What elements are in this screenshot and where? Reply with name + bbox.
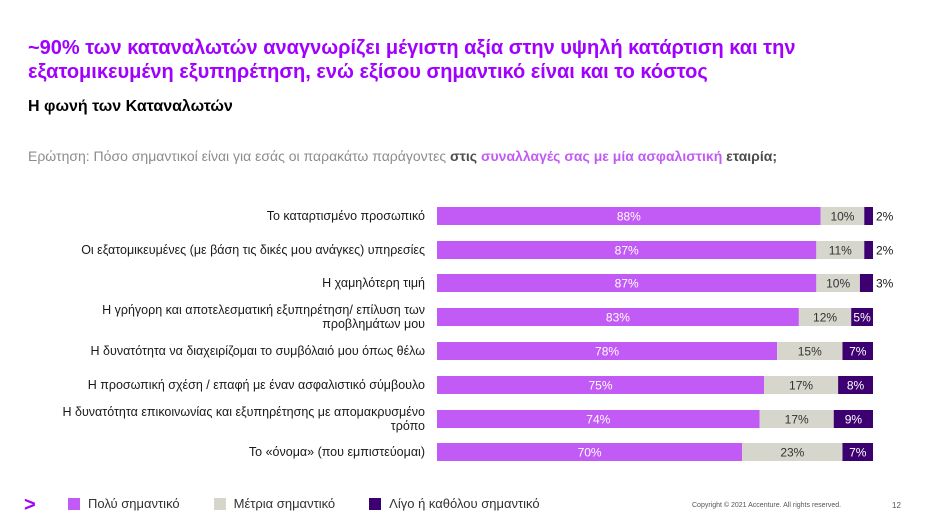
- bar-little: [851, 308, 873, 326]
- legend-swatch-moderate: [213, 497, 226, 510]
- data-label-very: 75%: [588, 379, 612, 393]
- bar-little: [842, 443, 873, 461]
- data-label-little: 7%: [849, 345, 867, 359]
- bar-very: [437, 376, 764, 394]
- stacked-bar-chart: Το καταρτισμένο προσωπικό 88% 10% 2% Οι εξατ…: [63, 207, 894, 461]
- question-prefix: Ερώτηση: Πόσο σημαντικοί είναι για εσάς …: [28, 148, 451, 164]
- legend-swatch-little: [369, 497, 382, 510]
- data-label-moderate: 10%: [830, 210, 854, 224]
- survey-question: Ερώτηση: Πόσο σημαντικοί είναι για εσάς …: [28, 148, 918, 164]
- data-label-very: 83%: [606, 311, 630, 325]
- bar-moderate: [798, 308, 852, 326]
- legend-item-moderate: Μέτρια σημαντικό: [213, 496, 336, 511]
- category-label: Το «όνομα» (που εμπιστεύομαι): [249, 445, 425, 459]
- accenture-logo-icon: >: [24, 494, 36, 516]
- question-bold-2: εταιρία;: [722, 148, 778, 164]
- data-label-moderate: 15%: [798, 345, 822, 359]
- category-label: Το καταρτισμένο προσωπικό: [267, 209, 425, 223]
- category-label: Η προσωπική σχέση / επαφή με έναν ασφαλι…: [88, 378, 425, 392]
- category-label: Η γρήγορη και αποτελεσματική εξυπηρέτηση…: [102, 303, 425, 331]
- data-label-little: 8%: [847, 379, 865, 393]
- bar-little: [833, 410, 873, 428]
- data-label-very: 88%: [617, 210, 641, 224]
- legend-item-very: Πολύ σημαντικό: [68, 496, 180, 511]
- bar-very: [437, 443, 743, 461]
- data-label-little: 2%: [876, 210, 894, 224]
- bar-little: [842, 342, 873, 360]
- slide-title-line1: ~90% των καταναλωτών αναγνωρίζει μέγιστη…: [28, 37, 796, 59]
- bar-little: [864, 207, 873, 225]
- legend-item-little: Λίγο ή καθόλου σημαντικό: [369, 496, 540, 511]
- bar-very: [437, 207, 821, 225]
- legend-label-moderate: Μέτρια σημαντικό: [233, 496, 336, 511]
- slide-title: ~90% των καταναλωτών αναγνωρίζει μέγιστη…: [28, 36, 908, 84]
- bar-moderate: [820, 207, 865, 225]
- legend-label-little: Λίγο ή καθόλου σημαντικό: [389, 496, 540, 511]
- data-label-very: 78%: [595, 345, 619, 359]
- data-label-very: 87%: [615, 277, 639, 291]
- data-label-moderate: 12%: [813, 311, 837, 325]
- data-label-moderate: 11%: [829, 244, 852, 258]
- data-label-little: 2%: [876, 244, 894, 258]
- bar-very: [437, 241, 817, 259]
- data-label-very: 87%: [615, 244, 639, 258]
- bar-very: [437, 274, 817, 292]
- bar-very: [437, 410, 760, 428]
- data-label-little: 3%: [876, 277, 894, 291]
- data-label-little: 9%: [845, 413, 863, 427]
- data-label-very: 74%: [586, 413, 610, 427]
- question-highlight: συναλλαγές σας με μία ασφαλιστική: [480, 148, 723, 164]
- data-label-moderate: 17%: [785, 413, 809, 427]
- chart-legend: Πολύ σημαντικό Μέτρια σημαντικό Λίγο ή κ…: [68, 496, 540, 511]
- data-label-moderate: 17%: [789, 379, 813, 393]
- legend-swatch-very: [68, 497, 80, 510]
- question-bold-1: στις: [450, 148, 481, 164]
- bar-very: [437, 342, 778, 360]
- bar-little: [864, 241, 873, 259]
- page-number: 12: [892, 501, 901, 510]
- data-label-moderate: 10%: [826, 277, 850, 291]
- category-label: Η δυνατότητα να διαχειρίζομαι το συμβόλα…: [91, 344, 426, 358]
- data-label-moderate: 23%: [780, 446, 804, 460]
- data-label-little: 5%: [853, 311, 871, 325]
- category-label: Οι εξατομικευμένες (με βάση τις δικές μο…: [81, 243, 425, 257]
- bar-moderate: [777, 342, 843, 360]
- category-label: Η δυνατότητα επικοινωνίας και εξυπηρέτησ…: [63, 405, 426, 433]
- data-label-very: 70%: [578, 446, 602, 460]
- legend-label-very: Πολύ σημαντικό: [88, 496, 180, 511]
- bar-little: [838, 376, 873, 394]
- bar-moderate: [759, 410, 834, 428]
- slide-title-line2: εξατομικευμένη εξυπηρέτηση, ενώ εξίσου σ…: [28, 61, 708, 83]
- bar-moderate: [816, 274, 860, 292]
- bar-moderate: [816, 241, 865, 259]
- category-label: Η χαμηλότερη τιμή: [322, 276, 425, 290]
- bar-little: [859, 274, 873, 292]
- data-label-little: 7%: [849, 446, 867, 460]
- bar-moderate: [742, 443, 843, 461]
- bar-very: [437, 308, 799, 326]
- copyright-text: Copyright © 2021 Accenture. All rights r…: [692, 502, 842, 509]
- slide-subtitle: Η φωνή των Καταναλωτών: [28, 98, 233, 115]
- bar-moderate: [764, 376, 839, 394]
